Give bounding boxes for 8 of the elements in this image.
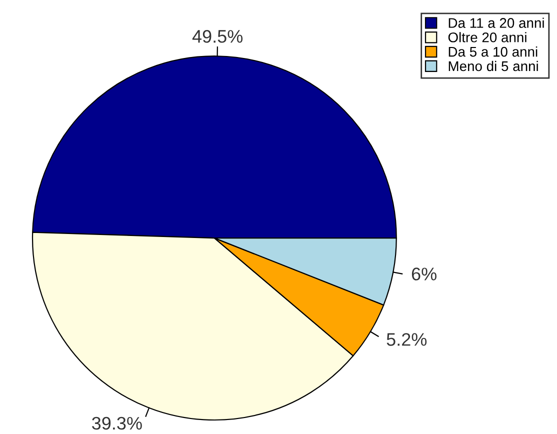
data-label: 5.2% — [386, 333, 427, 346]
legend-label: Oltre 20 anni — [448, 32, 526, 42]
legend-label: Da 5 a 10 anni — [448, 46, 538, 57]
data-label: 49.5% — [192, 30, 243, 43]
data-label: 6% — [412, 268, 436, 280]
data-label: 39.3% — [92, 416, 142, 430]
legend-label: Meno di 5 anni — [448, 60, 538, 72]
legend-label: Da 11 a 20 anni — [448, 18, 544, 28]
